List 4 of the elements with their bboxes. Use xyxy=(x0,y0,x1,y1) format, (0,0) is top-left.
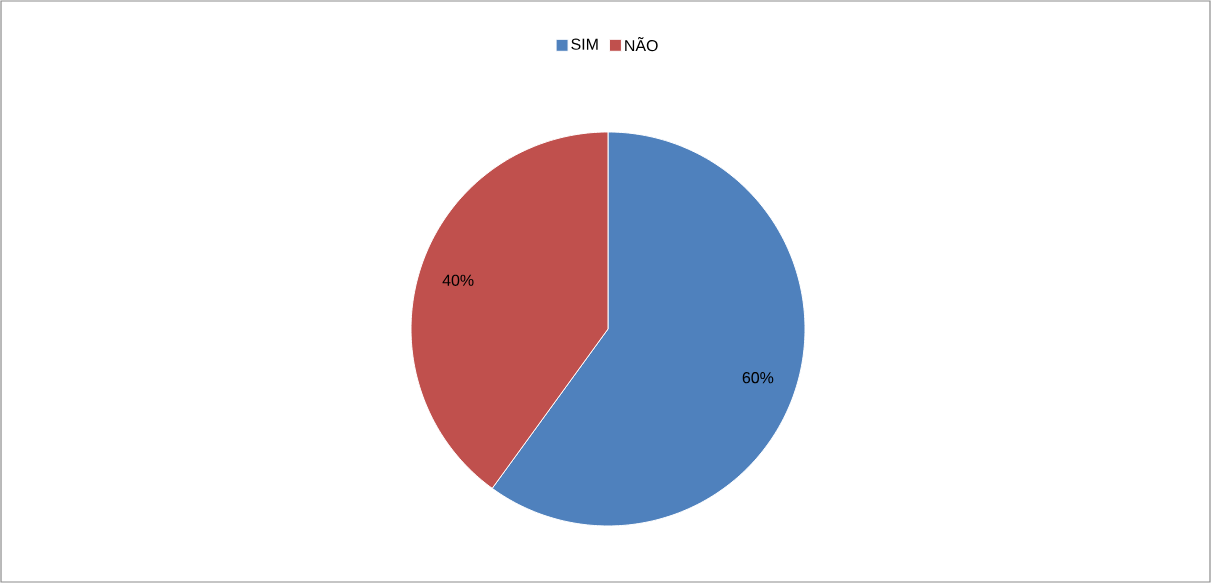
legend-label: SIM xyxy=(571,38,598,50)
legend-label: NÃO xyxy=(625,37,658,52)
data-label: 40% xyxy=(442,274,474,286)
data-label: 60% xyxy=(742,372,774,384)
